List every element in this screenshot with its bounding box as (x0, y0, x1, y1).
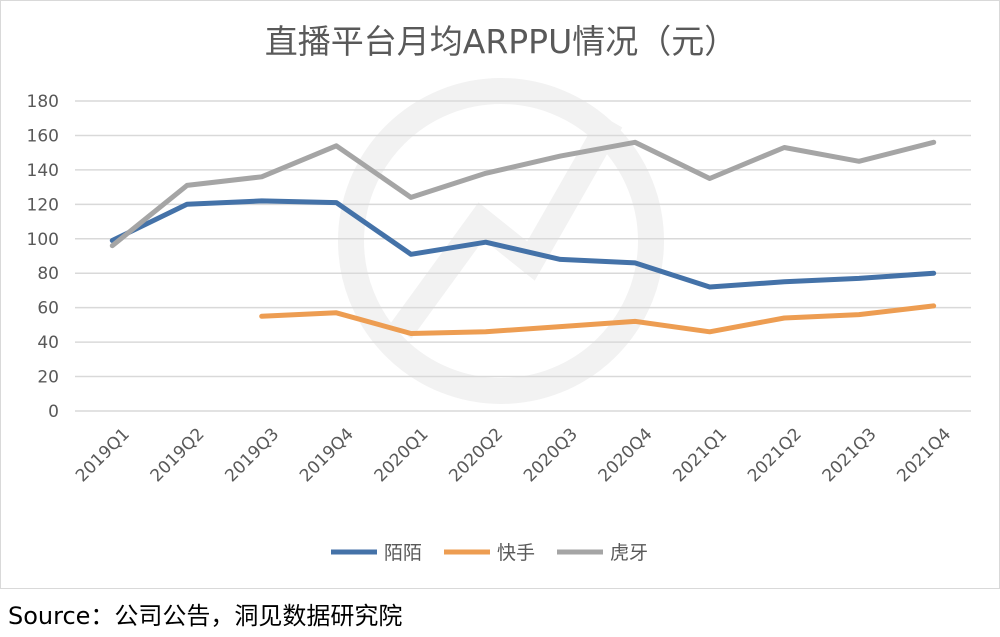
x-axis-ticks: 2019Q1 2019Q2 2019Q3 2019Q4 2020Q1 2020Q2 2020… (72, 424, 955, 486)
chart-title: 直播平台月均ARPPU情况（元） (265, 22, 737, 61)
series-line-虎牙 (109, 139, 937, 249)
x-tick-label: 2019Q4 (296, 424, 358, 486)
series-line-快手 (259, 303, 937, 336)
x-tick-label: 2019Q1 (72, 424, 134, 486)
y-tick-label: 160 (27, 126, 59, 146)
y-tick-label: 100 (27, 230, 59, 250)
y-tick-label: 40 (37, 333, 59, 353)
x-tick-label: 2021Q1 (669, 424, 731, 486)
x-tick-label: 2020Q2 (445, 424, 507, 486)
y-tick-label: 0 (48, 402, 59, 422)
source-note: Source：公司公告，洞见数据研究院 (8, 602, 403, 630)
x-tick-label: 2021Q4 (893, 424, 955, 486)
series-lines (109, 139, 937, 336)
y-tick-label: 20 (37, 368, 59, 388)
chart-frame: 直播平台月均ARPPU情况（元） 0 20 40 60 80 100 120 140 160 18… (0, 0, 1000, 589)
y-tick-label: 60 (37, 299, 59, 319)
legend-label: 虎牙 (610, 542, 648, 564)
watermark-logo (338, 78, 664, 404)
x-tick-label: 2020Q4 (595, 424, 657, 486)
x-tick-label: 2019Q3 (221, 424, 283, 486)
x-tick-label: 2021Q3 (819, 424, 881, 486)
line-chart: 直播平台月均ARPPU情况（元） 0 20 40 60 80 100 120 140 160 18… (27, 22, 971, 564)
legend: 陌陌 快手 虎牙 (331, 542, 648, 564)
x-tick-label: 2021Q2 (744, 424, 806, 486)
x-tick-label: 2020Q3 (520, 424, 582, 486)
y-axis-ticks: 0 20 40 60 80 100 120 140 160 180 (27, 92, 59, 422)
x-tick-label: 2019Q2 (147, 424, 209, 486)
x-tick-label: 2020Q1 (371, 424, 433, 486)
y-tick-label: 140 (27, 161, 59, 181)
y-tick-label: 180 (27, 92, 59, 112)
series-line-陌陌 (109, 198, 937, 290)
legend-label: 陌陌 (384, 542, 422, 564)
y-tick-label: 120 (27, 195, 59, 215)
legend-label: 快手 (497, 542, 535, 564)
y-tick-label: 80 (37, 264, 59, 284)
